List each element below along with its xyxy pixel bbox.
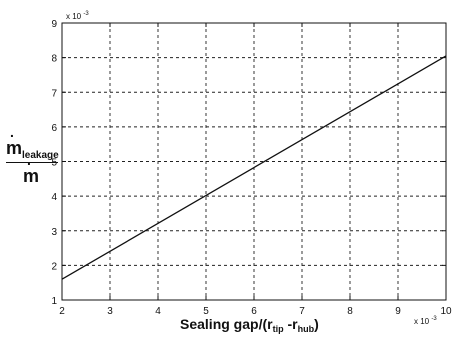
x-tick-label: 5 bbox=[203, 306, 209, 317]
series-group bbox=[61, 55, 447, 280]
y-label-num-main: m bbox=[6, 138, 22, 158]
y-tick-label: 3 bbox=[51, 227, 57, 238]
y-tick-label: 2 bbox=[51, 261, 57, 272]
y-tick-label: 8 bbox=[51, 54, 57, 65]
y-multiplier: x 10 -3 bbox=[66, 11, 89, 21]
x-label-main: Sealing gap/(r bbox=[180, 316, 273, 332]
y-label-fraction-bar bbox=[6, 162, 58, 163]
x-label-sub1: tip bbox=[272, 324, 284, 334]
x-tick-label: 4 bbox=[155, 306, 161, 317]
y-tick-labels: 1 2 3 4 5 6 7 8 9 bbox=[51, 19, 57, 307]
y-tick-label: 4 bbox=[51, 192, 57, 203]
y-tick-label: 1 bbox=[51, 296, 57, 307]
x-label-sub2: hub bbox=[297, 324, 315, 334]
y-tick-label: 9 bbox=[51, 19, 57, 30]
y-label-numerator: mleakage bbox=[6, 138, 59, 161]
x-tick-label: 2 bbox=[59, 306, 65, 317]
y-tick-label: 7 bbox=[51, 88, 57, 99]
x-tick-label: 7 bbox=[299, 306, 305, 317]
x-tick-label: 9 bbox=[395, 306, 401, 317]
y-tick-label: 5 bbox=[51, 158, 57, 169]
x-axis-label: Sealing gap/(rtip -rhub) bbox=[180, 316, 319, 334]
y-tick-label: 6 bbox=[51, 123, 57, 134]
tick-marks bbox=[61, 22, 447, 301]
x-tick-label: 3 bbox=[107, 306, 113, 317]
y-label-denominator: m bbox=[6, 166, 56, 187]
grid bbox=[62, 23, 446, 300]
x-tick-labels: 2 3 4 5 6 7 8 9 10 bbox=[59, 306, 452, 317]
x-tick-label: 6 bbox=[251, 306, 257, 317]
x-label-mid: -r bbox=[283, 316, 298, 332]
y-label-den-main: m bbox=[23, 166, 39, 186]
y-axis-label: mleakage m bbox=[6, 138, 59, 187]
y-label-num-sub: leakage bbox=[22, 150, 59, 161]
x-tick-label: 10 bbox=[440, 306, 452, 317]
x-multiplier: x 10 -3 bbox=[414, 316, 437, 326]
x-label-end: ) bbox=[314, 316, 319, 332]
series-line bbox=[61, 55, 447, 280]
x-tick-label: 8 bbox=[347, 306, 353, 317]
